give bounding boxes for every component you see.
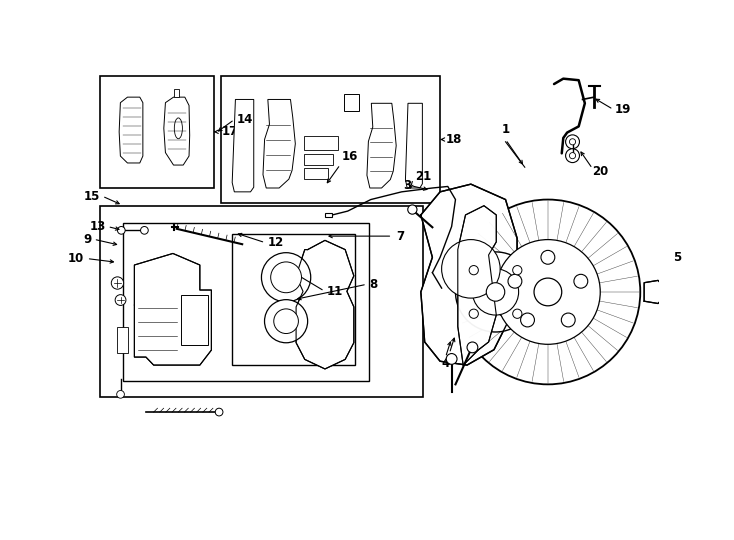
Circle shape [520,313,534,327]
Text: 16: 16 [342,150,358,163]
Polygon shape [117,327,128,353]
Circle shape [534,278,562,306]
Circle shape [467,342,478,353]
Circle shape [112,277,123,289]
Circle shape [274,309,299,334]
Circle shape [570,153,575,159]
Bar [304,168,328,179]
Polygon shape [263,99,295,188]
Polygon shape [405,103,422,188]
Bar [123,222,369,381]
Circle shape [456,200,640,384]
Polygon shape [134,253,211,365]
Bar [344,94,359,111]
Text: 8: 8 [369,278,377,291]
Circle shape [271,262,302,293]
Bar [304,136,338,150]
Circle shape [574,274,588,288]
Circle shape [215,408,223,416]
Circle shape [512,309,522,319]
Text: 7: 7 [396,230,404,242]
Text: 20: 20 [592,165,608,178]
Circle shape [115,295,126,306]
Circle shape [570,139,575,145]
Text: 5: 5 [673,251,682,264]
Polygon shape [164,97,189,165]
Bar [221,76,440,204]
Text: 14: 14 [237,113,253,126]
Text: 9: 9 [83,233,91,246]
Bar [232,234,355,365]
Polygon shape [324,213,333,217]
Circle shape [541,251,555,264]
Circle shape [442,240,500,298]
Polygon shape [644,280,666,303]
Circle shape [495,240,600,345]
Circle shape [508,274,522,288]
Circle shape [473,269,519,315]
Text: 12: 12 [268,236,284,249]
Circle shape [264,300,308,343]
Bar [181,295,208,345]
Text: 17: 17 [222,125,238,138]
Text: 3: 3 [403,179,411,192]
Circle shape [469,266,479,275]
Circle shape [456,252,536,332]
Circle shape [562,313,575,327]
Text: 6: 6 [515,318,523,331]
Text: 21: 21 [415,170,432,183]
Text: 10: 10 [68,252,84,265]
Circle shape [566,148,579,163]
Polygon shape [232,99,254,192]
Text: 2: 2 [446,354,454,367]
Polygon shape [119,97,143,163]
Text: 19: 19 [615,103,631,116]
Polygon shape [174,89,179,97]
Circle shape [469,309,479,319]
Bar [100,76,214,188]
Circle shape [261,253,310,302]
Text: 13: 13 [90,220,106,233]
Circle shape [512,266,522,275]
Ellipse shape [174,118,183,139]
Text: 11: 11 [327,285,343,298]
Circle shape [117,226,126,234]
Bar [100,206,423,397]
Circle shape [140,226,148,234]
Circle shape [487,283,505,301]
Text: 18: 18 [446,133,462,146]
Circle shape [117,390,124,398]
Circle shape [566,135,579,148]
Polygon shape [458,206,496,365]
Text: 15: 15 [84,190,101,202]
Bar [304,154,333,165]
Text: 4: 4 [441,357,450,370]
Circle shape [446,354,457,364]
Circle shape [408,205,417,214]
Polygon shape [421,184,517,365]
Text: 1: 1 [501,124,509,137]
Polygon shape [296,240,354,369]
Polygon shape [367,103,396,188]
